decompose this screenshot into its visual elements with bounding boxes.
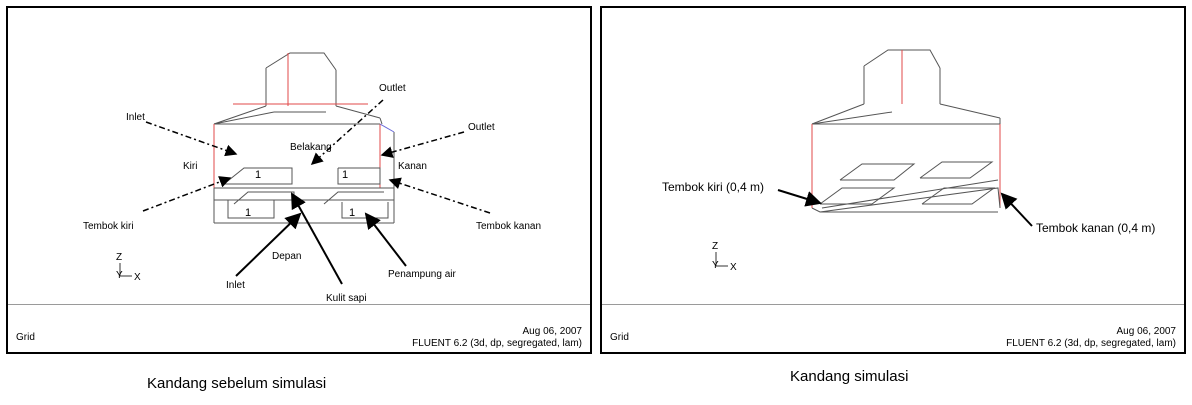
- label-inlet-bottom: Inlet: [226, 280, 245, 291]
- left-footer-info: Aug 06, 2007 FLUENT 6.2 (3d, dp, segrega…: [412, 326, 582, 350]
- label-num-1a: 1: [255, 169, 261, 181]
- left-dashed-arrows: [142, 99, 491, 214]
- right-barn-wireframe: Tembok kiri (0,4 m) Tembok kanan (0,4 m)…: [662, 49, 1155, 273]
- left-walls: [213, 132, 395, 224]
- right-footer-grid: Grid: [610, 332, 629, 343]
- right-axis-z: Z: [712, 241, 718, 252]
- label-tembok-kanan: Tembok kanan: [476, 221, 541, 232]
- label-tembok-kiri: Tembok kiri: [83, 221, 134, 232]
- label-num-1c: 1: [245, 207, 251, 219]
- right-footer-software: FLUENT 6.2 (3d, dp, segregated, lam): [1006, 338, 1176, 349]
- label-outlet-right: Outlet: [468, 122, 495, 133]
- label-penampung-air: Penampung air: [388, 269, 456, 280]
- label-inlet-top: Inlet: [126, 112, 145, 123]
- left-footer-software: FLUENT 6.2 (3d, dp, segregated, lam): [412, 338, 582, 349]
- left-axis-z: Z: [116, 252, 122, 263]
- right-roof: [811, 49, 1001, 125]
- right-label-tembok-kanan: Tembok kanan (0,4 m): [1036, 221, 1155, 235]
- left-solid-arrows: [235, 192, 407, 285]
- label-kiri: Kiri: [183, 161, 197, 172]
- right-label-tembok-kiri: Tembok kiri (0,4 m): [662, 180, 764, 194]
- right-axis-x: X: [730, 262, 737, 273]
- left-barn-wireframe: 1 1 1 1 Inlet Outlet Outlet Belakang Kir…: [83, 52, 541, 304]
- right-footer-divider: [602, 304, 1184, 305]
- label-num-1b: 1: [342, 169, 348, 181]
- left-footer-date: Aug 06, 2007: [522, 326, 583, 337]
- left-roof: [213, 52, 383, 125]
- label-kanan: Kanan: [398, 161, 427, 172]
- label-depan: Depan: [272, 251, 301, 262]
- caption-right: Kandang simulasi: [790, 368, 909, 385]
- label-outlet-top: Outlet: [379, 83, 406, 94]
- right-axis-y: Y: [712, 260, 719, 271]
- left-axis-x: X: [134, 272, 141, 283]
- label-kulit-sapi: Kulit sapi: [326, 293, 367, 304]
- right-axis-triad: [715, 252, 728, 267]
- left-diagram-panel: 1 1 1 1 Inlet Outlet Outlet Belakang Kir…: [6, 6, 592, 354]
- left-footer-grid: Grid: [16, 332, 35, 343]
- right-footer-info: Aug 06, 2007 FLUENT 6.2 (3d, dp, segrega…: [1006, 326, 1176, 350]
- right-floor: [811, 161, 1001, 213]
- caption-left: Kandang sebelum simulasi: [147, 375, 327, 392]
- left-axis-y: Y: [116, 270, 123, 281]
- right-solid-arrows: [777, 189, 1033, 227]
- label-num-1d: 1: [349, 207, 355, 219]
- right-diagram-panel: Tembok kiri (0,4 m) Tembok kanan (0,4 m)…: [600, 6, 1186, 354]
- left-footer-divider: [8, 304, 590, 305]
- right-footer-date: Aug 06, 2007: [1116, 326, 1177, 337]
- left-axis-triad: [119, 263, 132, 277]
- label-belakang: Belakang: [290, 142, 332, 153]
